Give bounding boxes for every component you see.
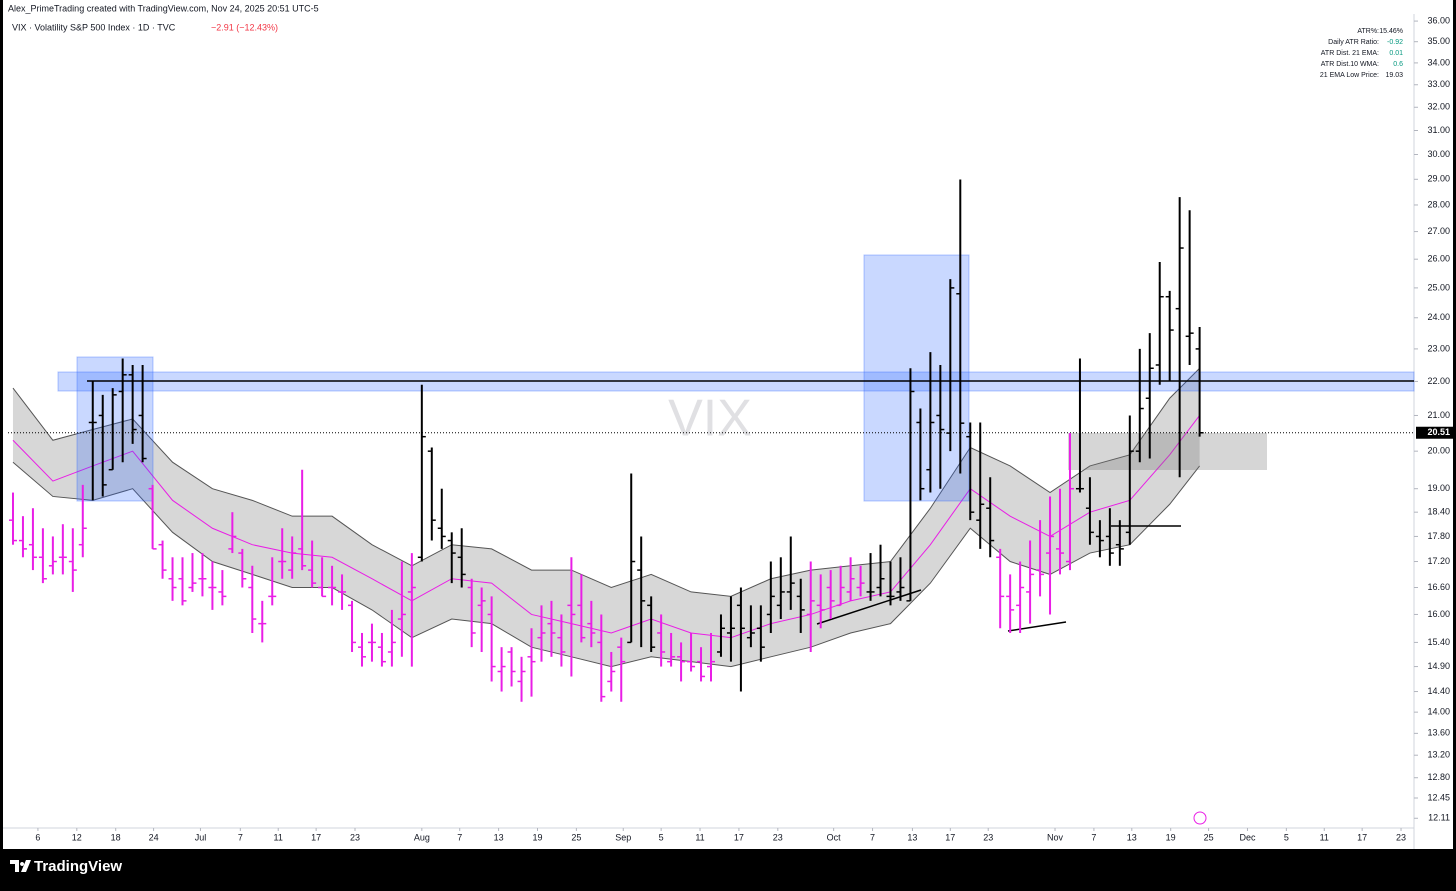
x-tick-label: 11 [1320,832,1329,842]
bars [8,179,1204,702]
x-tick-label: 24 [149,832,159,842]
y-tick-label: 21.00 [1427,410,1450,420]
y-tick-label: 28.00 [1427,199,1450,209]
x-tick-label: Dec [1239,832,1256,842]
stats-table: ATR%: 15.46%Daily ATR Ratio: -0.92 ATR Dist… [1320,28,1403,79]
x-tick-label: 13 [907,832,917,842]
y-tick-label: 35.00 [1427,36,1450,46]
brand-logo [10,860,31,872]
y-tick-label: 14.40 [1427,686,1450,696]
drawings [57,254,1415,825]
y-tick-label: 14.90 [1427,661,1450,671]
x-tick-label: 23 [983,832,993,842]
x-tick-label: 17 [945,832,955,842]
y-tick-label: 24.00 [1427,312,1450,322]
y-tick-label: 32.00 [1427,102,1450,112]
x-tick-label: Nov [1047,832,1064,842]
x-tick-label: 23 [773,832,783,842]
x-tick-label: 19 [532,832,542,842]
y-tick-label: 18.40 [1427,507,1450,517]
last-price-box [1416,426,1454,439]
y-tick-label: 15.40 [1427,637,1450,647]
x-tick-label: 7 [238,832,243,842]
band-fill [12,368,1200,667]
y-tick-label: 14.00 [1427,707,1450,717]
chart-background [3,0,1453,849]
y-tick-label: 34.00 [1427,57,1450,67]
x-tick-label: 12 [72,832,82,842]
trend-line [816,589,922,625]
x-tick-label: 7 [1091,832,1096,842]
x-tick-label: Jul [195,832,207,842]
brand: TradingView [34,858,122,875]
y-tick-label: 20.00 [1427,446,1450,456]
stat-value: -0.92 [1387,39,1403,46]
x-tick-label: Aug [414,832,430,842]
y-tick-label: 13.20 [1427,750,1450,760]
x-tick-label: 7 [457,832,462,842]
y-tick-label: 16.60 [1427,582,1450,592]
x-tick-label: 18 [111,832,121,842]
x-tick-label: 25 [1204,832,1214,842]
zone [863,254,970,502]
stat-value: 15.46% [1379,28,1403,35]
watermark: VIX [668,390,752,448]
x-tick-label: 11 [695,832,704,842]
y-tick-label: 12.11 [1428,813,1450,823]
y-tick-label: 17.20 [1427,556,1450,566]
x-tick-label: 23 [350,832,360,842]
y-tick-label: 17.80 [1427,531,1450,541]
y-tick-label: 19.00 [1427,483,1450,493]
y-tick-label: 12.45 [1427,792,1450,802]
y-tick-label: 36.00 [1427,15,1450,25]
zone [1068,433,1267,470]
band-middle [12,415,1201,639]
y-tick-label: 23.00 [1427,343,1450,353]
last-price-label: 20.51 [1427,427,1450,437]
alert-icon [1193,811,1207,825]
x-tick-label: Oct [827,832,842,842]
x-tick-label: 11 [274,832,283,842]
x-tick-label: 19 [1166,832,1176,842]
y-tick-label: 31.00 [1427,125,1450,135]
y-tick-label: 16.00 [1427,609,1450,619]
trend-line [1007,621,1067,632]
y-tick-label: 25.00 [1427,282,1450,292]
x-tick-label: 7 [870,832,875,842]
y-tick-label: 30.00 [1427,149,1450,159]
header: Alex_PrimeTrading created with TradingVi… [8,3,319,13]
y-tick-label: 33.00 [1427,79,1450,89]
y-tick-label: 12.80 [1427,772,1450,782]
x-tick-label: 17 [311,832,321,842]
y-tick-label: 22.00 [1427,376,1450,386]
stat-label: ATR%: [1357,28,1379,35]
x-tick-label: Sep [615,832,631,842]
x-tick-label: 25 [571,832,581,842]
y-tick-label: 29.00 [1427,174,1450,184]
stat-label: 21 EMA Low Price: [1320,72,1379,79]
x-tick-label: 5 [659,832,664,842]
stat-label: ATR Dist. 21 EMA: [1321,50,1379,57]
x-tick-label: 17 [734,832,744,842]
x-tick-label: 23 [1396,832,1406,842]
stat-value: 19.03 [1385,72,1403,79]
x-tick-label: 17 [1357,832,1367,842]
y-tick-label: 27.00 [1427,226,1450,236]
band-upper [12,367,1200,597]
x-tick-label: 6 [35,832,40,842]
stat-label: ATR Dist.10 WMA: [1321,61,1379,68]
y-tick-label: 26.00 [1427,254,1450,264]
stat-value: 0.01 [1389,50,1403,57]
stat-label: Daily ATR Ratio: [1328,39,1379,46]
stat-value: 0.6 [1393,61,1403,68]
x-tick-label: 5 [1284,832,1289,842]
footer [0,849,1456,886]
y-tick-label: 13.60 [1427,728,1450,738]
x-tick-label: 13 [494,832,504,842]
x-tick-label: 13 [1127,832,1137,842]
symbol-line: VIX · Volatility S&P 500 Index · 1D · TV… [12,22,176,32]
change: −2.91 (−12.43%) [211,22,278,32]
